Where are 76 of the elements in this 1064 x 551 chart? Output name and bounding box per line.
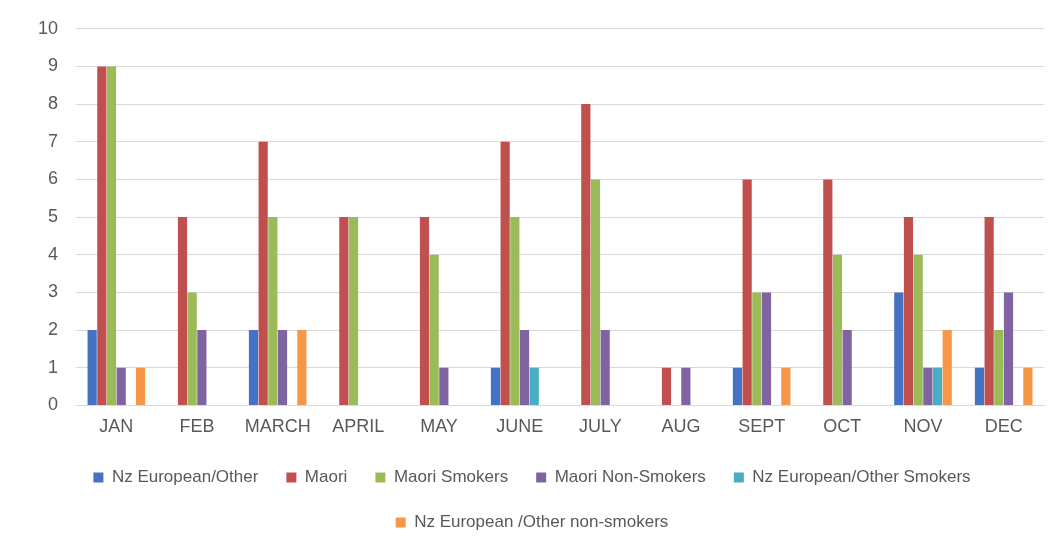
bar [974,367,985,405]
bar [97,66,107,405]
x-tick-label: MARCH [244,416,311,437]
bar [348,217,359,405]
bar [248,330,259,405]
bar [752,292,762,405]
bar [135,367,146,405]
bar [177,217,188,405]
bar [913,254,923,405]
bar [842,330,852,405]
bar [923,367,933,405]
bar [339,217,349,405]
bar [832,254,843,405]
bar [903,217,914,405]
bar [106,66,117,405]
bar [823,179,833,405]
bar [781,367,791,405]
y-tick-label: 2 [48,319,59,340]
bar [742,179,752,405]
bar [268,217,278,405]
y-tick-label: 8 [48,93,59,114]
x-tick-label: SEPT [738,416,786,437]
bar [590,179,601,405]
legend-label: Nz European/Other [111,467,259,487]
y-tick-label: 7 [48,130,59,151]
bar [600,330,610,405]
bar [429,254,439,405]
bar [519,330,530,405]
x-tick-label: AUG [661,416,701,437]
y-tick-label: 3 [48,281,59,302]
x-tick-label: JAN [99,416,134,437]
y-tick-label: 0 [48,394,59,415]
x-tick-label: NOV [903,416,943,437]
bar [439,367,449,405]
bar [581,104,591,405]
legend-label: Nz European /Other non-smokers [414,512,669,532]
x-tick-label: JUNE [496,416,544,437]
y-tick-label: 6 [48,168,59,189]
bar [994,330,1004,405]
bar [761,292,772,405]
bar [197,330,207,405]
y-tick-label: 4 [48,243,59,264]
y-tick-label: 5 [48,206,59,227]
bar [894,292,904,405]
bar [661,367,672,405]
bar [277,330,288,405]
bar [297,330,307,405]
bar [529,367,539,405]
x-tick-label: APRIL [332,416,385,437]
x-tick-label: OCT [823,416,862,437]
bar [490,367,501,405]
y-tick-label: 1 [48,356,59,377]
bar [1023,367,1033,405]
x-tick-label: MAY [420,416,458,437]
y-tick-label: 10 [37,17,59,38]
bar [116,367,126,405]
bar [932,367,943,405]
legend-label: Maori Smokers [393,467,509,487]
bar [1003,292,1014,405]
bar [984,217,994,405]
legend-label: Maori Non-Smokers [554,467,706,487]
legend-label: Maori [304,467,348,487]
x-tick-label: JULY [579,416,622,437]
x-tick-label: DEC [984,416,1023,437]
x-tick-label: FEB [179,416,215,437]
y-tick-label: 9 [48,55,59,76]
bar [681,367,691,405]
bar [419,217,430,405]
bar [87,330,97,405]
bar [258,141,268,405]
legend-label: Nz European/Other Smokers [752,467,971,487]
bar [500,141,510,405]
bar [510,217,520,405]
bar [187,292,197,405]
bar [942,330,952,405]
bar [732,367,743,405]
